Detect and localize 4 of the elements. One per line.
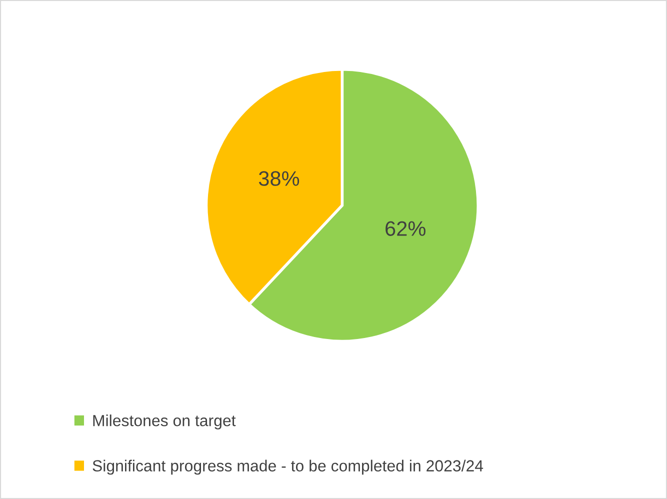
data-label: 62%: [386, 221, 426, 236]
data-label: 38%: [258, 171, 300, 186]
legend-label: Milestones on target: [93, 414, 236, 430]
legend-label: Significant progress made - to be completed in 2023/24: [92, 460, 484, 475]
